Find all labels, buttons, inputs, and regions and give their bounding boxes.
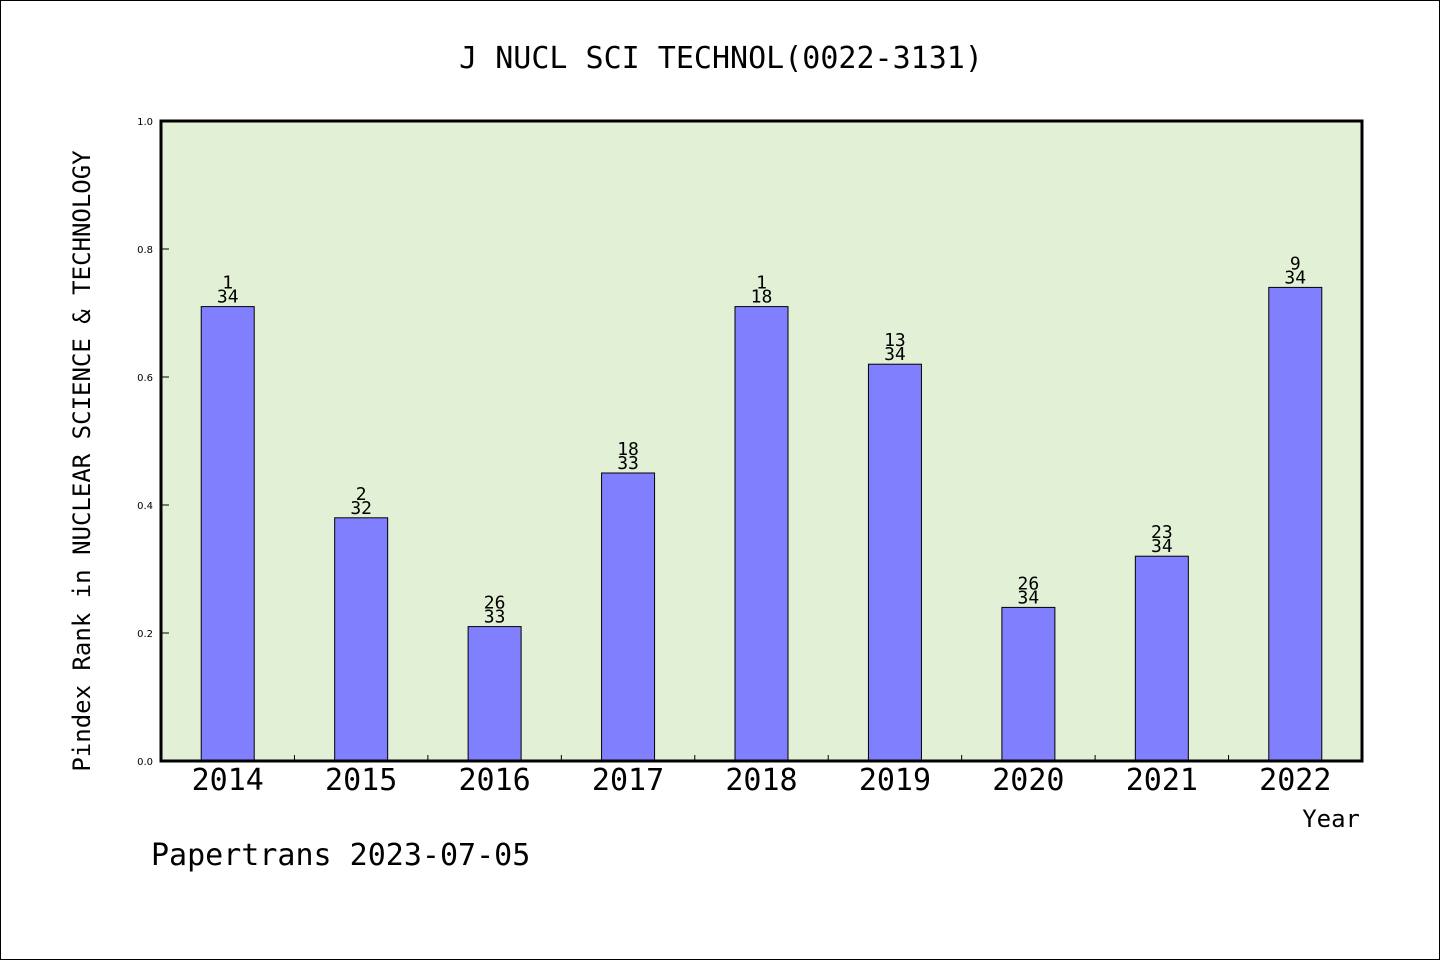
bars (200, 286, 1323, 762)
x-tick-label: 2018 (725, 763, 797, 798)
bar-rank-label: 2 (356, 484, 367, 505)
bar-rank-label: 13 (884, 330, 906, 351)
bar-rank-label: 1 (222, 273, 233, 294)
bar (867, 363, 922, 762)
y-tick-label: 0.2 (137, 629, 153, 640)
bar-total-label: 34 (1151, 536, 1173, 557)
x-tick-label: 2016 (458, 763, 530, 798)
bar (1268, 286, 1323, 762)
bar (200, 306, 255, 762)
bar (334, 517, 389, 762)
bar-total-label: 33 (617, 453, 639, 474)
bar-rank-label: 26 (1018, 573, 1040, 594)
x-tick-label: 2017 (592, 763, 664, 798)
chart-title: J NUCL SCI TECHNOL(0022-3131) (459, 41, 983, 76)
x-tick-label: 2014 (192, 763, 264, 798)
x-tick-label: 2021 (1126, 763, 1198, 798)
x-tick-label: 2015 (325, 763, 397, 798)
y-tick-label: 0.4 (137, 501, 153, 512)
plot-frame (159, 119, 1364, 763)
bar-total-label: 34 (1018, 587, 1040, 608)
y-tick-label: 1.0 (137, 117, 153, 128)
bar-total-label: 33 (484, 607, 506, 628)
bar (467, 626, 522, 762)
bar-total-label: 34 (1284, 267, 1306, 288)
x-axis: 2014 2015 2016 2017 2018 2019 2020 2021 2022 (192, 755, 1331, 798)
x-axis-title: Year (1302, 805, 1360, 833)
bar-rank-label: 1 (756, 273, 767, 294)
x-tick-label: 2020 (992, 763, 1064, 798)
y-tick-label: 0.6 (137, 373, 153, 384)
y-tick-label: 0.0 (137, 757, 153, 768)
bar (1134, 555, 1189, 762)
bar (601, 472, 656, 762)
bar-total-label: 34 (884, 344, 906, 365)
bar-rank-label: 9 (1290, 253, 1301, 274)
bar-rank-label: 23 (1151, 522, 1173, 543)
bar (734, 306, 789, 762)
bar-total-label: 34 (217, 287, 239, 308)
bar-total-label: 32 (350, 498, 372, 519)
y-axis-title: Pindex Rank in NUCLEAR SCIENCE & TECHNOL… (68, 150, 96, 772)
footer-credit: Papertrans 2023-07-05 (151, 838, 530, 873)
bar-total-label: 18 (751, 287, 773, 308)
bar (1001, 606, 1056, 762)
x-tick-label: 2022 (1259, 763, 1331, 798)
x-tick-label: 2019 (859, 763, 931, 798)
bar-rank-label: 18 (617, 439, 639, 460)
y-tick-label: 0.8 (137, 245, 153, 256)
bar-rank-label: 26 (484, 593, 506, 614)
